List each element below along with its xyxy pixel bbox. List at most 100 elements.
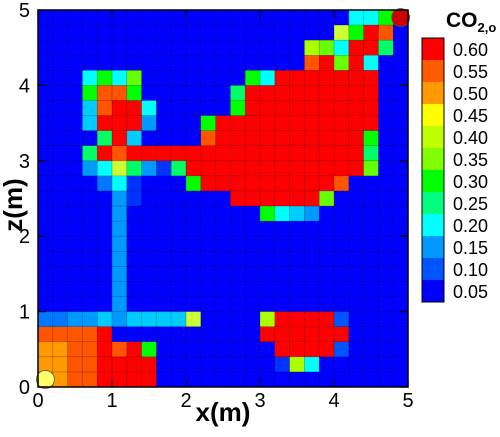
heatmap-cell [363, 175, 379, 192]
heatmap-cell [215, 175, 231, 192]
heatmap-cell [319, 175, 335, 192]
heatmap-cell [215, 190, 231, 207]
heatmap-cell [200, 145, 216, 162]
heatmap-cell [260, 130, 276, 147]
heatmap-cell [67, 145, 83, 162]
heatmap-cell [260, 206, 276, 222]
heatmap-cell [112, 145, 128, 162]
heatmap-cell [393, 70, 408, 86]
heatmap-cell [141, 145, 157, 162]
heatmap-cell [230, 115, 246, 131]
heatmap-cell [334, 341, 350, 358]
heatmap-cell [156, 266, 172, 282]
heatmap-cell [319, 266, 335, 282]
heatmap-cell [82, 251, 98, 267]
heatmap-cell [171, 40, 187, 56]
heatmap-cell [38, 55, 54, 71]
heatmap-cell [112, 40, 128, 56]
heatmap-cell [245, 251, 261, 267]
heatmap-cell [82, 296, 98, 312]
heatmap-cell [126, 251, 142, 267]
heatmap-cell [378, 371, 394, 387]
heatmap-cell [126, 85, 142, 101]
heatmap-cell [363, 100, 379, 116]
heatmap-cell [67, 296, 83, 312]
heatmap-cell [171, 206, 187, 222]
heatmap-cell [200, 341, 216, 358]
heatmap-cell [363, 266, 379, 282]
heatmap-cell [38, 311, 54, 327]
heatmap-cell [52, 326, 68, 343]
heatmap-cell [126, 175, 142, 192]
heatmap-cell [97, 130, 113, 147]
heatmap-cell [200, 160, 216, 177]
heatmap-cell [112, 190, 128, 207]
heatmap-cell [67, 236, 83, 252]
heatmap-cell [378, 296, 394, 312]
colorbar-label: 0.05 [453, 282, 488, 302]
heatmap-cell [348, 70, 364, 86]
heatmap-cell [52, 281, 68, 297]
heatmap-cell [245, 236, 261, 252]
heatmap-cell [38, 326, 54, 343]
heatmap-cell [52, 145, 68, 162]
heatmap-cell [171, 311, 187, 327]
heatmap-cell [393, 25, 408, 41]
heatmap-cell [260, 100, 276, 116]
heatmap-cell [304, 10, 320, 26]
heatmap-cell [171, 70, 187, 86]
heatmap-cell [215, 55, 231, 71]
heatmap-cell [289, 251, 305, 267]
heatmap-cell [393, 281, 408, 297]
heatmap-cell [200, 25, 216, 41]
heatmap-cell [186, 236, 202, 252]
heatmap-cell [334, 281, 350, 297]
heatmap-cell [200, 10, 216, 26]
heatmap-cell [156, 175, 172, 192]
heatmap-cell [97, 371, 113, 387]
heatmap-cell [38, 356, 54, 373]
heatmap-cell [126, 371, 142, 387]
heatmap-cell [215, 206, 231, 222]
heatmap-cell [52, 296, 68, 312]
heatmap-cell [126, 266, 142, 282]
heatmap-cell [97, 40, 113, 56]
heatmap-cell [289, 371, 305, 387]
heatmap-cell [378, 206, 394, 222]
heatmap-cell [186, 251, 202, 267]
heatmap-cell [319, 221, 335, 237]
heatmap-cell [274, 40, 290, 56]
heatmap-cell [126, 10, 142, 26]
heatmap-cell [348, 175, 364, 192]
heatmap-cell [215, 145, 231, 162]
heatmap-cell [393, 145, 408, 162]
heatmap-cell [171, 371, 187, 387]
heatmap-cell [260, 25, 276, 41]
heatmap-cell [156, 311, 172, 327]
heatmap-cell [378, 175, 394, 192]
heatmap-cell [289, 55, 305, 71]
heatmap-cell [260, 371, 276, 387]
heatmap-cell [393, 296, 408, 312]
heatmap-cell [112, 160, 128, 177]
heatmap-cell [186, 326, 202, 343]
heatmap-cell [97, 281, 113, 297]
heatmap-cell [260, 175, 276, 192]
heatmap-cell [274, 100, 290, 116]
heatmap-cell [348, 311, 364, 327]
heatmap-cell [171, 10, 187, 26]
heatmap-cell [260, 266, 276, 282]
heatmap-cell [141, 160, 157, 177]
heatmap-cell [126, 130, 142, 147]
heatmap-cell [230, 296, 246, 312]
heatmap-cell [334, 221, 350, 237]
heatmap-cell [245, 10, 261, 26]
heatmap-cell [200, 296, 216, 312]
colorbar-label: 0.30 [453, 172, 488, 192]
heatmap-cell [348, 85, 364, 101]
heatmap-cell [112, 236, 128, 252]
heatmap-cell [171, 326, 187, 343]
heatmap-cell [363, 371, 379, 387]
heatmap-cell [82, 25, 98, 41]
colorbar-swatch [422, 170, 444, 192]
